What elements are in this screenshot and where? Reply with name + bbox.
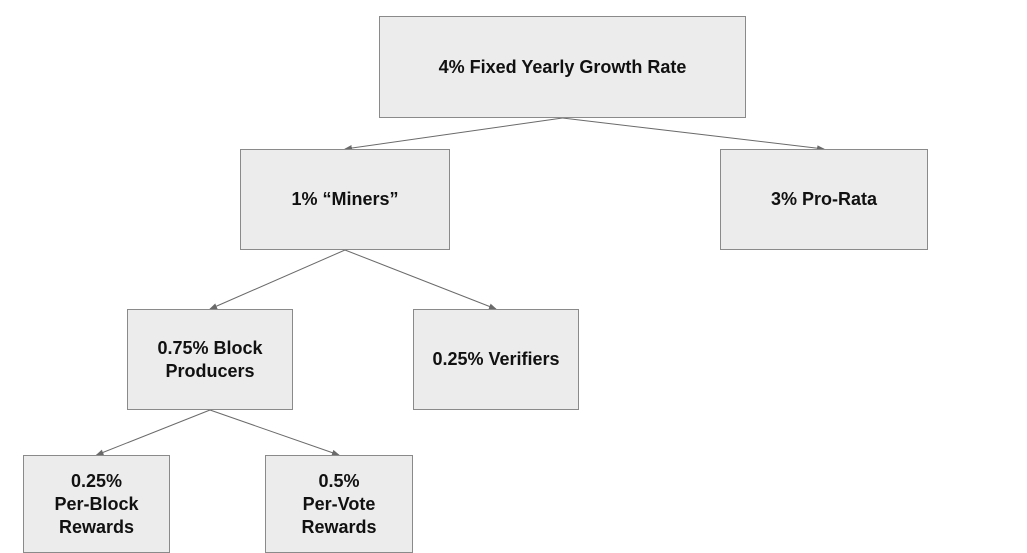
node-label: 0.25% Per-Block Rewards (54, 470, 139, 537)
node-root-growth-rate: 4% Fixed Yearly Growth Rate (379, 16, 746, 118)
node-pro-rata: 3% Pro-Rata (720, 149, 928, 250)
connector-arrow-root-to-miners (344, 117, 563, 151)
node-label: 0.75% Block Producers (157, 337, 263, 381)
connector-arrow-miners-to-block_producers (209, 249, 346, 310)
node-per-block-rewards: 0.25% Per-Block Rewards (23, 455, 170, 553)
node-verifiers: 0.25% Verifiers (413, 309, 579, 410)
node-block-producers: 0.75% Block Producers (127, 309, 293, 410)
node-label: 1% “Miners” (291, 189, 399, 209)
connector-arrow-miners-to-verifiers (344, 249, 497, 310)
node-label: 3% Pro-Rata (770, 189, 878, 209)
node-label: 4% Fixed Yearly Growth Rate (438, 56, 687, 77)
connector-arrow-root-to-prorata (562, 117, 825, 152)
node-miners: 1% “Miners” (240, 149, 450, 250)
connector-arrow-block_producers-to-per_block (95, 409, 211, 456)
node-label: 0.25% Verifiers (432, 349, 560, 369)
node-per-vote-rewards: 0.5% Per-Vote Rewards (265, 455, 413, 553)
node-label: 0.5% Per-Vote Rewards (301, 470, 377, 537)
connector-arrow-block_producers-to-per_vote (209, 409, 340, 456)
